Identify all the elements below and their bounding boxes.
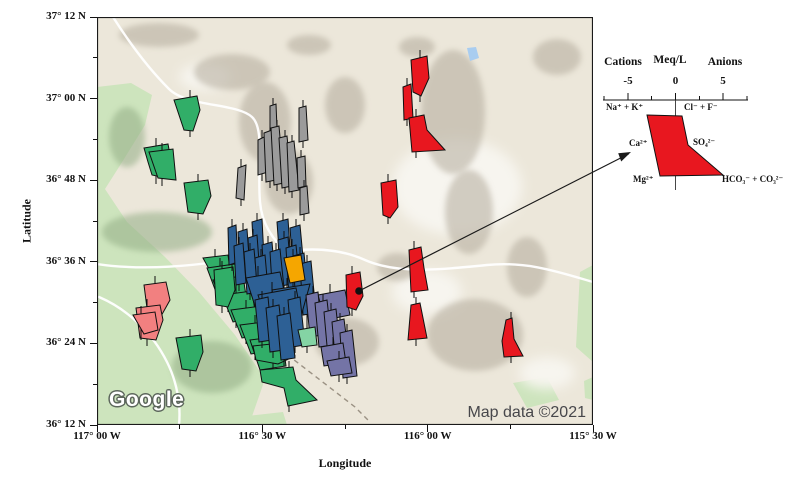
stiff-diagram-red [402,83,414,121]
x-tick [592,425,594,432]
road [111,17,295,259]
vegetation-area [247,412,287,425]
y-minor-tick [93,383,97,385]
y-axis-title: Latitude [19,198,34,244]
y-tick [90,98,97,100]
x-tick [96,425,98,432]
stiff-diagram-green [175,334,204,372]
stiff-diagram-red [410,55,430,97]
map-plot-area: Google Map data ©2021 [97,17,593,425]
x-minor-tick [179,425,181,429]
google-logo: Google [109,388,185,411]
x-axis-title: Longitude [318,456,372,470]
y-tick [90,342,97,344]
mountain-shading [421,50,485,174]
lake [467,47,479,61]
mountain-shading [399,37,435,57]
y-tick-label: 37° 12 N [46,10,86,22]
legend-ion-cl-f: Cl⁻ + F⁻ [684,102,718,112]
legend-scale-5: 5 [720,75,726,87]
stiff-diagram-green [173,95,201,132]
stiff-diagram-purple [326,356,353,377]
stiff-diagram-gray [235,164,247,201]
stiff-diagram-orange [283,254,306,284]
road [97,295,181,425]
y-minor-tick [93,302,97,304]
legend-ion-na-k: Na⁺ + K⁺ [606,102,644,112]
y-tick [90,16,97,18]
y-minor-tick [93,57,97,59]
stiff-diagram-green [148,148,177,181]
y-tick [90,424,97,426]
vegetation-area [97,83,265,425]
stiff-diagram-salmon [132,311,159,335]
x-minor-tick [344,425,346,429]
y-tick-label: 37° 00 N [46,91,86,104]
legend-ion-hco3: HCO₃⁻ + CO₃²⁻ [722,174,784,184]
legend-cations-header: Cations [604,56,642,68]
stiff-diagram-green [183,179,212,215]
stiff-diagram-red [407,302,428,341]
legend-scale-0: 0 [672,75,679,87]
y-tick-label: 36° 24 N [46,336,86,349]
y-minor-tick [93,220,97,222]
legend-ion-mg: Mg²⁺ [633,174,654,184]
y-tick-label: 36° 12 N [46,418,86,430]
stiff-diagram-gray [296,155,307,189]
playa-flat [519,357,575,389]
stiff-diagram-gray [269,103,278,130]
legend-ion-so4: SO₄²⁻ [693,137,716,147]
mountain-shading [119,23,199,47]
stiff-diagram-red [501,317,524,358]
y-minor-tick [93,138,97,140]
mountain-shading [102,212,212,252]
x-minor-tick [509,425,511,429]
stiff-diagram-gray [298,105,309,143]
mountain-shading [445,170,493,254]
x-tick-label: 117° 00 W [73,430,121,442]
map-attribution: Map data ©2021 [467,404,586,421]
callout-arrowhead [618,152,631,162]
mountain-shading [109,107,145,167]
x-tick [261,425,263,432]
map-canvas [97,17,593,425]
trail-dashed [279,348,370,422]
y-tick-label: 36° 36 N [46,254,86,267]
mountain-shading [427,299,523,371]
stiff-diagram-gray [286,140,300,193]
x-tick-label: 115° 30 W [569,430,617,442]
stiff-diagram-green [259,366,319,407]
legend-units-header: Meq/L [653,54,687,66]
legend-anions-header: Anions [707,56,743,68]
stiff-diagram-red [408,114,447,153]
mountain-shading [533,39,581,75]
stiff-diagram-green [213,266,236,308]
mountain-shading [287,35,331,55]
mountain-shading [325,77,365,133]
x-tick [427,425,429,432]
x-tick-label: 116° 30 W [238,430,287,442]
y-tick [90,179,97,181]
stiff-diagram-blue [276,312,296,361]
x-tick-label: 116° 00 W [403,430,452,442]
stiff-diagram-gray [299,185,310,216]
vegetation-area [584,377,593,400]
mountain-shading [194,54,270,90]
legend-ion-ca: Ca²⁺ [629,138,648,148]
y-tick-label: 36° 48 N [46,173,86,186]
stiff-diagram-mint [297,326,318,348]
legend-scale-neg5: -5 [623,75,633,87]
y-tick [90,261,97,263]
